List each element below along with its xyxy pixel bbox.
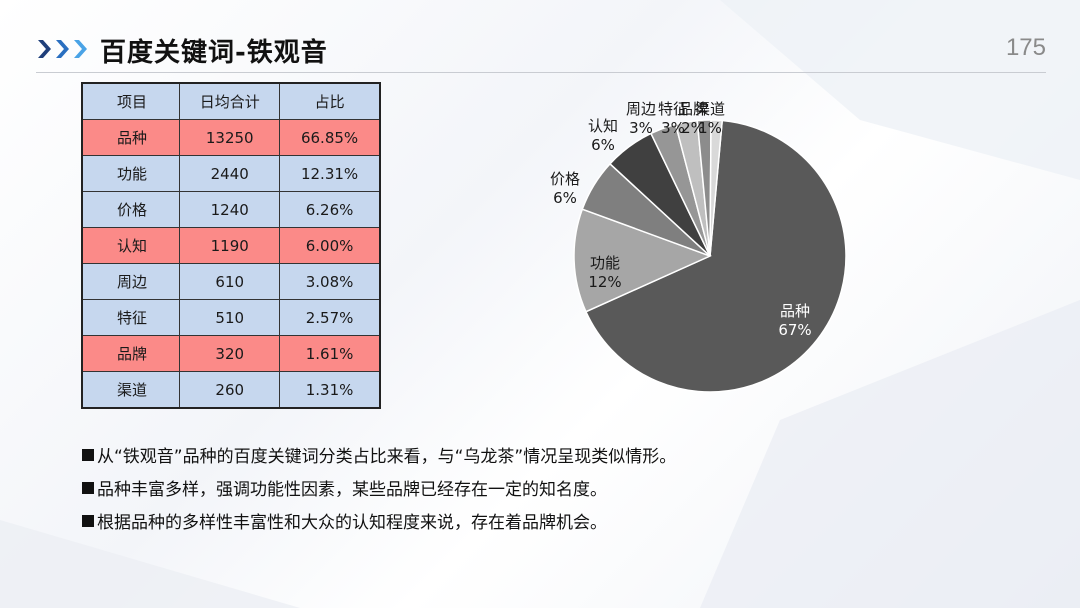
table-header-cell: 占比 xyxy=(279,82,381,120)
table-cell: 认知 xyxy=(81,227,181,264)
slice-label-name: 周边 xyxy=(626,100,656,118)
chevron-right-icon xyxy=(38,40,87,58)
table-header-row: 项目 日均合计 占比 xyxy=(81,82,381,120)
table-row: 特征 510 2.57% xyxy=(81,299,381,336)
table-header-cell: 项目 xyxy=(81,82,181,120)
slice-label-name: 功能 xyxy=(590,254,620,272)
table-cell: 3.08% xyxy=(279,263,381,300)
slice-label-percent: 12% xyxy=(588,273,621,291)
keyword-table: 项目 日均合计 占比 品种 13250 66.85% 功能 2440 12.31% 价格 1240 6… xyxy=(81,82,381,409)
slice-label-name: 渠道 xyxy=(695,100,725,118)
slice-label-percent: 2% xyxy=(681,119,705,137)
pie-slice-1 xyxy=(573,208,712,313)
slice-label-name: 认知 xyxy=(588,117,618,135)
pie-slice-0 xyxy=(584,119,847,393)
table-cell: 周边 xyxy=(81,263,181,300)
table-row: 认知 1190 6.00% xyxy=(81,227,381,264)
table-cell: 1190 xyxy=(179,227,281,264)
table-cell: 6.26% xyxy=(279,191,381,228)
table-cell: 1.61% xyxy=(279,335,381,372)
bullet-item: 从“铁观音”品种的百度关键词分类占比来看，与“乌龙茶”情况呈现类似情形。 xyxy=(82,442,676,475)
table-cell: 1.31% xyxy=(279,371,381,409)
table-cell: 66.85% xyxy=(279,119,381,156)
table-cell: 510 xyxy=(179,299,281,336)
slice-label-name: 品种 xyxy=(780,302,810,320)
table-cell: 13250 xyxy=(179,119,281,156)
table-row: 品牌 320 1.61% xyxy=(81,335,381,372)
table-cell: 2.57% xyxy=(279,299,381,336)
table-cell: 品种 xyxy=(81,119,181,156)
table-row: 功能 2440 12.31% xyxy=(81,155,381,192)
slice-label-percent: 3% xyxy=(661,119,685,137)
page-title: 百度关键词-铁观音 xyxy=(100,38,328,68)
bullet-square-icon xyxy=(82,515,94,527)
bullet-square-icon xyxy=(82,449,94,461)
slice-label-name: 价格 xyxy=(550,170,580,188)
table-cell: 260 xyxy=(179,371,281,409)
bullet-square-icon xyxy=(82,482,94,494)
header-divider xyxy=(36,72,1046,73)
pie-slice-7 xyxy=(709,119,724,257)
table-cell: 品牌 xyxy=(81,335,181,372)
slice-label-percent: 67% xyxy=(778,321,811,339)
slice-label-percent: 1% xyxy=(698,119,722,137)
table-cell: 特征 xyxy=(81,299,181,336)
slice-label-name: 品牌 xyxy=(678,100,708,118)
slice-label-percent: 6% xyxy=(591,136,615,154)
slice-label-percent: 3% xyxy=(629,119,653,137)
table-cell: 渠道 xyxy=(81,371,181,409)
bullet-item: 根据品种的多样性丰富性和大众的认知程度来说，存在着品牌机会。 xyxy=(82,508,676,541)
table-cell: 2440 xyxy=(179,155,281,192)
table-header-cell: 日均合计 xyxy=(179,82,281,120)
table-cell: 6.00% xyxy=(279,227,381,264)
bullet-list: 从“铁观音”品种的百度关键词分类占比来看，与“乌龙茶”情况呈现类似情形。 品种丰… xyxy=(82,442,676,541)
table-cell: 12.31% xyxy=(279,155,381,192)
table-cell: 610 xyxy=(179,263,281,300)
table-cell: 价格 xyxy=(81,191,181,228)
bullet-item: 品种丰富多样，强调功能性因素，某些品牌已经存在一定的知名度。 xyxy=(82,475,676,508)
table-row: 渠道 260 1.31% xyxy=(81,371,381,409)
slice-label-percent: 6% xyxy=(553,189,577,207)
slice-label-name: 特征 xyxy=(658,100,688,118)
table-row: 周边 610 3.08% xyxy=(81,263,381,300)
slide-header: 百度关键词-铁观音 175 xyxy=(36,28,1046,72)
table-row: 价格 1240 6.26% xyxy=(81,191,381,228)
table-row: 品种 13250 66.85% xyxy=(81,119,381,156)
table-cell: 320 xyxy=(179,335,281,372)
page-number: 175 xyxy=(1005,34,1046,61)
